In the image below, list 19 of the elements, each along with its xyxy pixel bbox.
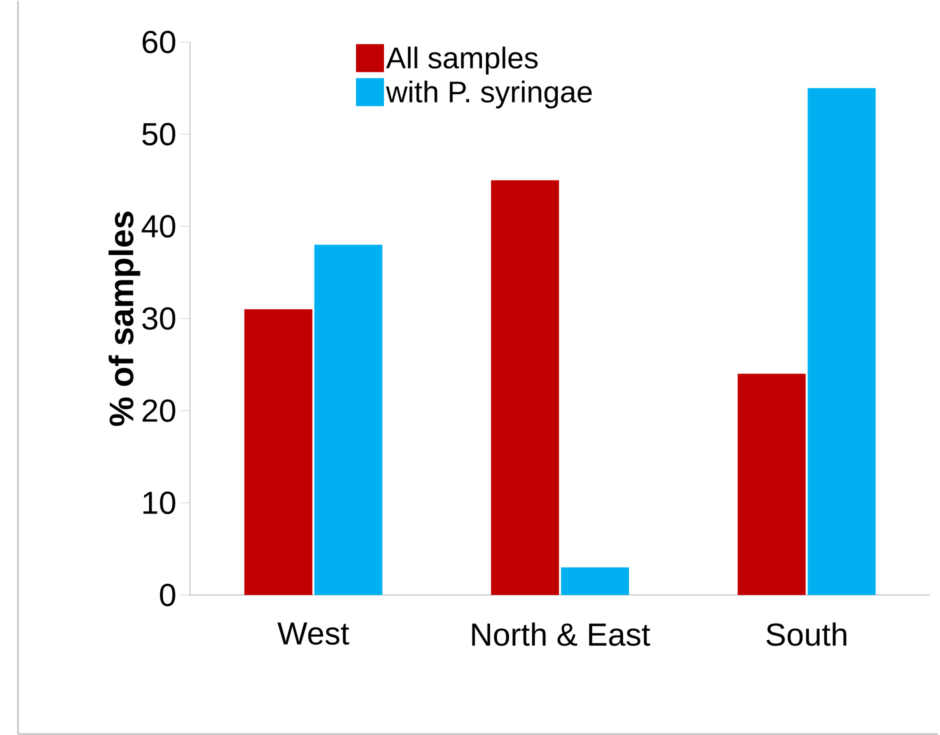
legend-label: with P. syringae	[386, 80, 592, 108]
y-tick-label: 30	[142, 307, 176, 330]
y-tick-label: 20	[142, 399, 176, 422]
bar	[808, 88, 876, 595]
y-tick-label: 40	[142, 215, 176, 238]
bar	[738, 374, 806, 595]
x-tick-label: South	[766, 622, 846, 646]
y-tick-label: 60	[142, 30, 176, 54]
bar	[244, 309, 312, 595]
bar	[491, 180, 560, 595]
x-tick-label: North & East	[472, 622, 650, 646]
legend-label: All samples	[386, 46, 538, 74]
y-tick-label: 0	[160, 584, 176, 606]
y-tick-label: 10	[143, 492, 176, 514]
bar	[561, 567, 630, 595]
y-axis-title: % of samples	[108, 212, 140, 426]
y-tick-label: 50	[142, 122, 176, 146]
x-tick-label: West	[277, 622, 350, 645]
bar	[314, 244, 382, 595]
